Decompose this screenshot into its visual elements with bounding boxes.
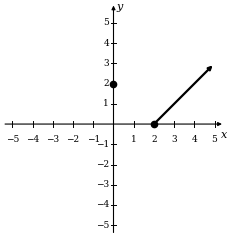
Text: 1: 1 bbox=[103, 99, 109, 108]
Text: −5: −5 bbox=[96, 221, 109, 230]
Text: −3: −3 bbox=[46, 134, 59, 144]
Text: −5: −5 bbox=[6, 134, 19, 144]
Text: 3: 3 bbox=[104, 59, 109, 68]
Text: −4: −4 bbox=[96, 200, 109, 209]
Text: 4: 4 bbox=[192, 134, 197, 144]
Text: −1: −1 bbox=[87, 134, 100, 144]
Text: 5: 5 bbox=[103, 18, 109, 27]
Text: −2: −2 bbox=[96, 160, 109, 169]
Text: 5: 5 bbox=[212, 134, 217, 144]
Text: −2: −2 bbox=[67, 134, 80, 144]
Text: 1: 1 bbox=[131, 134, 137, 144]
Text: y: y bbox=[116, 2, 122, 12]
Text: 3: 3 bbox=[171, 134, 177, 144]
Text: −1: −1 bbox=[96, 140, 109, 149]
Text: 2: 2 bbox=[104, 79, 109, 88]
Text: −3: −3 bbox=[96, 180, 109, 189]
Text: x: x bbox=[221, 130, 227, 140]
Text: −4: −4 bbox=[26, 134, 39, 144]
Text: 2: 2 bbox=[151, 134, 157, 144]
Text: 4: 4 bbox=[103, 39, 109, 48]
